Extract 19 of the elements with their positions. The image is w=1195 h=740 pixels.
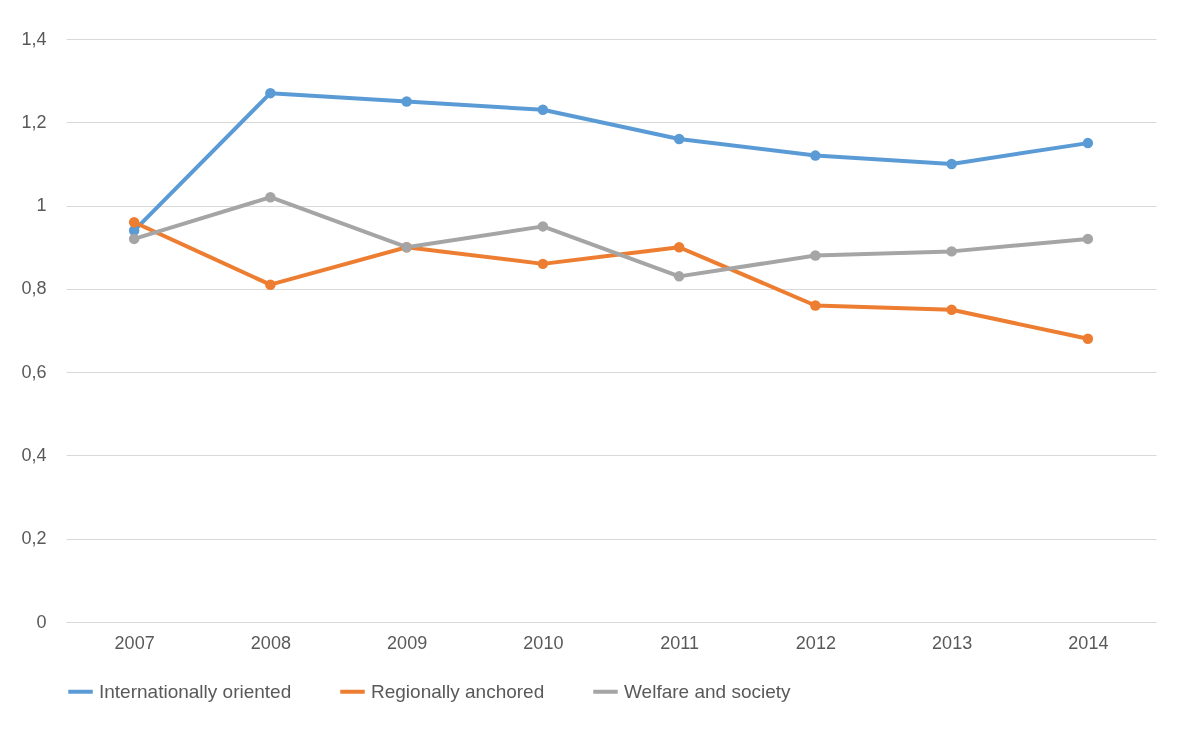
y-tick-label: 0,6	[21, 361, 47, 382]
y-tick-label: 0,2	[21, 528, 47, 549]
x-tick-label: 2010	[523, 632, 564, 653]
x-tick-label: 2008	[250, 632, 291, 653]
x-tick-label: 2009	[387, 632, 428, 653]
legend-label: Regionally anchored	[371, 680, 545, 702]
x-tick-label: 2011	[660, 632, 699, 653]
y-tick-label: 1	[36, 195, 47, 216]
y-tick-label: 1,4	[21, 28, 47, 49]
legend-label: Internationally oriented	[99, 680, 292, 702]
y-tick-label: 0,4	[21, 444, 47, 465]
x-tick-label: 2012	[795, 632, 836, 653]
legend-label: Welfare and society	[624, 680, 792, 702]
y-tick-label: 1,2	[21, 111, 47, 132]
x-tick-label: 2007	[114, 632, 155, 653]
y-tick-label: 0,8	[21, 278, 47, 299]
y-tick-label: 0	[36, 611, 47, 632]
x-tick-label: 2014	[1068, 632, 1109, 653]
x-tick-label: 2013	[932, 632, 973, 653]
